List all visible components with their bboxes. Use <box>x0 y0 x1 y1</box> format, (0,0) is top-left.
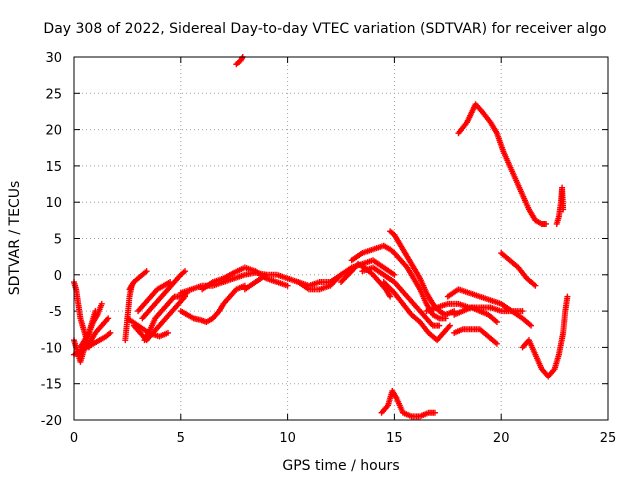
data-point <box>436 322 443 329</box>
data-point <box>167 279 174 286</box>
data-point <box>532 282 539 289</box>
data-point <box>564 293 571 300</box>
y-tick-label: 10 <box>45 196 62 211</box>
chart-title: Day 308 of 2022, Sidereal Day-to-day VTE… <box>43 21 606 37</box>
y-tick-label: 5 <box>54 233 62 248</box>
data-point <box>143 268 150 275</box>
x-tick-label: 10 <box>279 431 296 446</box>
plot-frame <box>73 56 609 421</box>
y-axis-label: SDTVAR / TECUs <box>7 181 23 296</box>
data-point <box>182 268 189 275</box>
data-point <box>560 206 567 213</box>
x-tick-label: 15 <box>386 431 403 446</box>
data-point <box>98 300 105 307</box>
data-point <box>543 220 550 227</box>
data-point <box>493 318 500 325</box>
data-point <box>239 55 246 62</box>
x-tick-label: 25 <box>600 431 617 446</box>
x-axis-label: GPS time / hours <box>282 458 399 474</box>
data-point <box>164 329 171 336</box>
data-point <box>446 322 453 329</box>
data-point <box>431 409 438 416</box>
data-point <box>391 271 398 278</box>
axes: 0 5 10 15 20 25 -20 -15 -10 -5 0 5 10 15 20 25 30 <box>41 51 617 446</box>
data-point <box>107 329 114 336</box>
x-tick-label: 5 <box>177 431 185 446</box>
x-tick-label: 20 <box>493 431 510 446</box>
y-tick-label: 20 <box>45 124 62 139</box>
data-point <box>387 293 394 300</box>
data-point <box>493 340 500 347</box>
y-tick-label: 25 <box>45 87 62 102</box>
data-point <box>519 308 526 315</box>
y-tick-label: 15 <box>45 160 62 175</box>
y-tick-label: -15 <box>41 378 62 393</box>
x-tick-label: 0 <box>70 431 78 446</box>
data-point <box>528 322 535 329</box>
grid <box>74 57 608 420</box>
y-tick-label: -5 <box>49 305 62 320</box>
y-tick-label: -10 <box>41 341 62 356</box>
data-point <box>284 282 291 289</box>
data-points <box>71 54 571 420</box>
y-tick-label: 0 <box>54 269 62 284</box>
y-tick-label: -20 <box>41 414 62 429</box>
data-point <box>105 315 112 322</box>
y-tick-label: 30 <box>45 51 62 66</box>
